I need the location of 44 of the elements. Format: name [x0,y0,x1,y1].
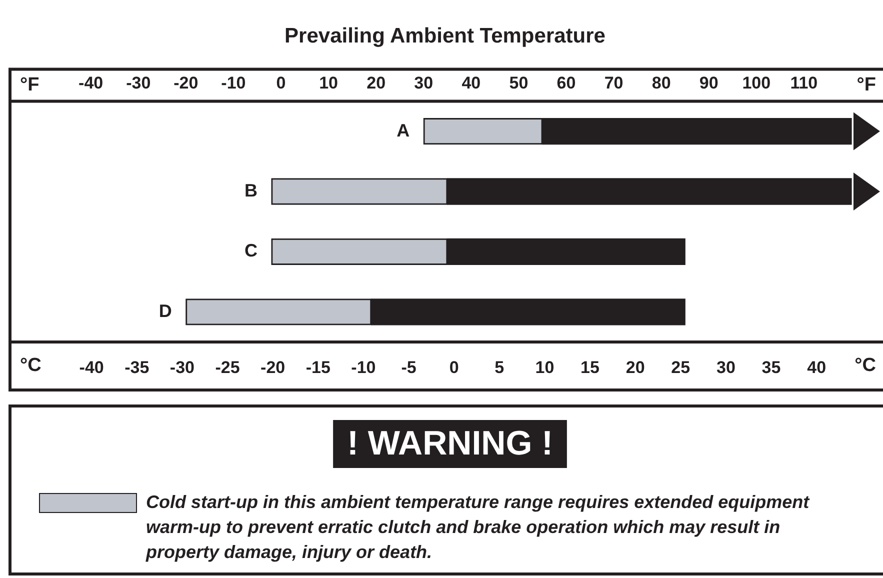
x-tick-label: 70 [604,74,624,93]
x-tick-label: 80 [652,74,671,93]
x2-tick-label: 35 [762,358,781,377]
x-tick-label: -20 [174,74,198,93]
y-tick-label: B [244,180,258,200]
x2-tick-label: 25 [671,358,690,377]
x-tick-label: 90 [699,74,718,93]
x2-tick-label: 20 [626,358,645,377]
x2-tick-label: -40 [79,358,104,377]
x2-tick-label: 30 [716,358,736,377]
x2-tick-label: 0 [449,358,459,377]
x-tick-label: 0 [276,74,286,93]
x-tick-label: -10 [221,74,246,93]
x2-tick-label: -20 [260,358,286,377]
x-tick-label: 50 [509,74,528,93]
y-tick-label: A [396,120,410,140]
x2-tick-label: -10 [351,358,376,377]
x2-tick-label: -15 [306,358,330,377]
x2-tick-label: 10 [535,358,554,377]
text: °C [854,355,876,376]
x-tick-label: 110 [790,74,818,93]
text: ! WARNING ! [347,424,553,462]
x2-tick-label: -5 [401,358,416,377]
text: Cold start-up in this ambient temperature range requires extended equipment warm-up to prevent erratic clutch and brake operation which may result in property damage, injury or death. [145,492,810,562]
x2-tick-label: 5 [494,358,504,377]
x-axis-title: °F [20,74,40,96]
x2-tick-label: 15 [580,358,600,377]
x-tick-label: 30 [414,74,434,93]
y-tick-label: C [244,240,258,261]
x2-tick-label: -35 [124,358,150,377]
x-tick-label: 100 [742,74,771,93]
x2-tick-label: -30 [170,358,194,377]
x-tick-label: 40 [462,74,481,93]
chart-title: Prevailing Ambient Temperature [284,24,606,48]
x-tick-label: 60 [556,74,576,93]
x2-axis-title: °C [20,355,42,376]
x-tick-label: -30 [126,74,151,93]
y-tick-label: D [158,300,172,321]
text: °F [856,74,876,96]
x-tick-label: 10 [319,74,338,93]
x-tick-label: -40 [78,74,104,93]
x2-tick-label: -25 [215,358,240,377]
x-tick-label: 20 [366,74,386,93]
x2-tick-label: 40 [807,358,826,377]
